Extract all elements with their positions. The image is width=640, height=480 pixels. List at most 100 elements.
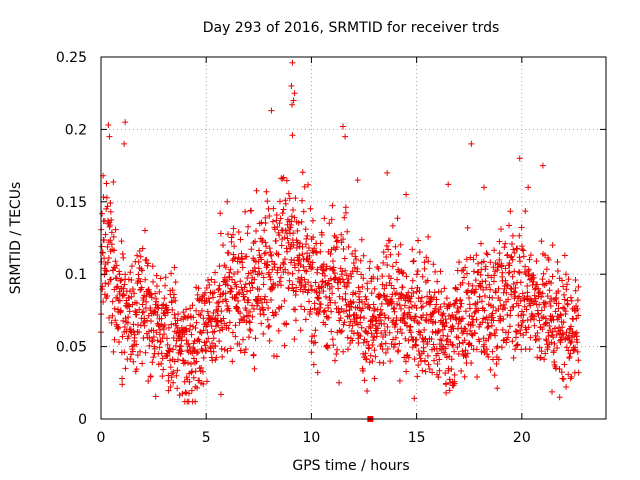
data-point	[549, 242, 556, 249]
data-point	[468, 140, 475, 147]
data-point	[431, 289, 438, 296]
data-point	[125, 314, 132, 321]
data-point	[120, 254, 127, 261]
data-point	[128, 263, 135, 270]
data-point	[198, 364, 205, 371]
data-point	[575, 369, 582, 376]
data-point	[257, 310, 264, 317]
data-point	[464, 350, 471, 357]
data-point	[298, 282, 305, 289]
data-point	[174, 356, 181, 363]
data-point	[301, 276, 308, 283]
data-point	[357, 333, 364, 340]
data-point	[286, 277, 293, 284]
data-point	[250, 306, 257, 312]
data-point	[261, 227, 268, 234]
data-point	[335, 285, 342, 292]
data-point	[168, 298, 175, 305]
data-point	[302, 241, 309, 248]
data-point	[266, 212, 273, 219]
data-point	[561, 361, 568, 368]
data-point	[491, 247, 498, 254]
data-point	[104, 259, 111, 266]
data-point	[451, 348, 458, 355]
data-point	[125, 302, 132, 309]
data-point	[360, 339, 367, 346]
data-point	[503, 289, 510, 296]
data-point	[350, 299, 357, 306]
data-point	[423, 312, 430, 319]
data-point	[415, 348, 422, 355]
data-point	[120, 285, 127, 292]
data-point	[332, 274, 339, 281]
data-point	[340, 348, 347, 355]
data-point	[435, 328, 442, 335]
data-point	[472, 308, 479, 315]
data-point	[285, 269, 292, 276]
data-point	[512, 334, 519, 341]
data-point	[380, 360, 387, 367]
data-point	[313, 249, 320, 256]
data-point	[295, 275, 302, 282]
data-point	[379, 346, 386, 353]
data-point	[276, 198, 283, 205]
data-point	[506, 323, 513, 330]
data-point	[436, 367, 443, 374]
data-point	[384, 169, 391, 176]
data-point	[322, 293, 329, 300]
data-point	[538, 307, 545, 314]
data-point	[413, 336, 420, 343]
data-point	[553, 294, 560, 301]
data-point	[489, 348, 496, 355]
data-point	[243, 313, 250, 320]
data-point	[567, 339, 574, 346]
data-point	[245, 312, 252, 319]
data-point	[224, 198, 231, 205]
data-point	[466, 305, 473, 312]
data-point	[153, 298, 160, 305]
data-point	[518, 224, 525, 231]
data-point	[407, 298, 414, 305]
data-point	[293, 284, 300, 291]
data-point	[525, 324, 532, 331]
data-point	[385, 246, 392, 253]
x-axis-label: GPS time / hours	[292, 458, 409, 474]
data-point	[517, 279, 524, 286]
data-point	[473, 252, 480, 259]
data-point	[494, 343, 501, 350]
data-point	[122, 119, 129, 126]
data-point	[280, 174, 287, 181]
data-point	[535, 311, 542, 318]
data-point	[204, 308, 211, 315]
data-point	[559, 304, 566, 311]
data-point	[403, 191, 410, 198]
data-point	[410, 257, 417, 264]
data-point	[382, 349, 389, 356]
data-point	[295, 219, 302, 226]
data-point	[269, 285, 276, 292]
data-point	[230, 255, 237, 262]
data-point	[170, 291, 177, 298]
data-point	[187, 305, 194, 312]
data-point	[531, 286, 538, 293]
data-point	[383, 242, 390, 249]
data-point	[199, 295, 206, 302]
data-point	[505, 222, 512, 229]
data-point	[414, 373, 421, 380]
data-point	[519, 308, 526, 315]
data-point	[280, 261, 287, 268]
data-point	[328, 328, 335, 335]
data-point	[229, 358, 236, 365]
data-point	[258, 320, 265, 327]
data-point	[325, 314, 332, 321]
data-point	[142, 276, 149, 283]
data-point	[517, 258, 524, 265]
data-point	[276, 278, 283, 285]
data-point	[211, 279, 218, 286]
data-point	[506, 262, 513, 269]
data-point	[288, 82, 295, 89]
data-point	[312, 327, 319, 334]
data-point	[194, 291, 201, 298]
data-point	[253, 227, 260, 234]
data-point	[369, 321, 376, 328]
